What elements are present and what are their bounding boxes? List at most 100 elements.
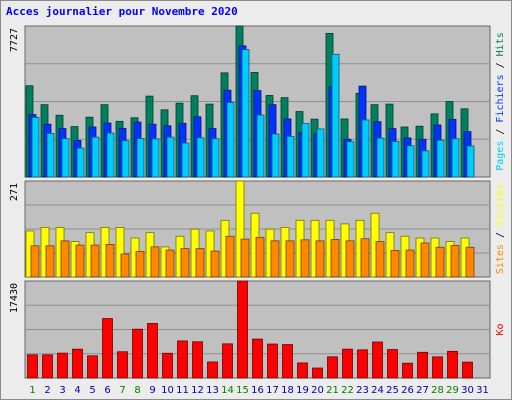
day-label-29: 29: [446, 385, 459, 396]
pages-bar-day-26: [406, 145, 415, 178]
sites-bar-day-20: [315, 240, 325, 278]
day-label-21: 21: [326, 385, 339, 396]
day-label-10: 10: [161, 385, 174, 396]
day-label-4: 4: [74, 385, 80, 396]
kb-bar-day-29: [447, 350, 458, 379]
kb-bar-day-6: [102, 318, 113, 379]
pages-bar-day-27: [421, 150, 430, 178]
kb-bar-day-24: [372, 341, 383, 379]
kb-bar-day-25: [387, 349, 398, 379]
legend-entry: Fichiers: [495, 74, 506, 122]
panel-2-legend: Sites / Visites: [495, 184, 506, 274]
day-label-9: 9: [149, 385, 155, 396]
pages-bar-day-18: [286, 135, 295, 178]
pages-bar-day-7: [121, 140, 130, 178]
sites-bar-day-2: [45, 245, 55, 278]
kb-bar-day-2: [42, 354, 53, 379]
day-label-16: 16: [251, 385, 264, 396]
pages-bar-day-13: [211, 138, 220, 178]
pages-bar-day-6: [106, 132, 115, 178]
sites-bar-day-10: [165, 249, 175, 278]
pages-bar-day-4: [76, 147, 85, 178]
pages-bar-day-30: [466, 145, 475, 178]
day-label-23: 23: [356, 385, 369, 396]
kb-bar-day-27: [417, 351, 428, 379]
sites-bar-day-4: [75, 244, 85, 278]
day-label-19: 19: [296, 385, 309, 396]
sites-bar-day-14: [225, 235, 235, 278]
pages-bar-day-5: [91, 136, 100, 178]
pages-bar-day-22: [346, 141, 355, 178]
legend-entry: Sites: [495, 244, 506, 274]
legend-entry: /: [495, 56, 506, 74]
sites-bar-day-21: [330, 239, 340, 278]
panel-2-ymax-label: 271: [9, 183, 20, 201]
legend-entry: Pages: [495, 141, 506, 171]
kb-bar-day-21: [327, 356, 338, 379]
pages-bar-day-9: [151, 138, 160, 178]
legend-entry: Ko: [495, 323, 506, 335]
kb-bar-day-30: [462, 361, 473, 379]
sites-bar-day-22: [345, 240, 355, 278]
kb-bar-day-4: [72, 348, 83, 379]
pages-bar-day-1: [31, 116, 40, 178]
kb-bar-day-20: [312, 367, 323, 379]
kb-bar-day-23: [357, 349, 368, 379]
day-label-24: 24: [371, 385, 384, 396]
sites-bar-day-11: [180, 248, 190, 278]
pages-bar-day-17: [271, 133, 280, 178]
sites-bar-day-3: [60, 240, 70, 278]
sites-bar-day-28: [435, 246, 445, 278]
pages-bar-day-24: [376, 137, 385, 178]
pages-bar-day-25: [391, 141, 400, 178]
day-label-27: 27: [416, 385, 429, 396]
kb-bar-day-10: [162, 352, 173, 379]
kb-bar-day-11: [177, 340, 188, 379]
day-label-6: 6: [104, 385, 110, 396]
day-label-20: 20: [311, 385, 324, 396]
pages-bar-day-8: [136, 138, 145, 178]
pages-bar-day-19: [301, 123, 310, 178]
kb-bar-day-8: [132, 328, 143, 379]
day-label-18: 18: [281, 385, 294, 396]
sites-bar-day-25: [390, 250, 400, 278]
kb-bar-day-15: [237, 280, 248, 379]
pages-bar-day-14: [226, 102, 235, 178]
day-label-5: 5: [89, 385, 95, 396]
day-label-13: 13: [206, 385, 219, 396]
sites-bar-day-17: [270, 240, 280, 278]
sites-bar-day-13: [210, 250, 220, 278]
sites-bar-day-5: [90, 244, 100, 278]
legend-entry: Visites: [495, 184, 506, 226]
day-label-2: 2: [44, 385, 50, 396]
day-label-31: 31: [476, 385, 489, 396]
sites-bar-day-1: [30, 245, 40, 278]
pages-bar-day-29: [451, 138, 460, 178]
pages-bar-day-21: [331, 53, 340, 178]
sites-bar-day-30: [465, 246, 475, 278]
kb-bar-day-3: [57, 352, 68, 379]
sites-bar-day-8: [135, 251, 145, 278]
kb-bar-day-1: [27, 354, 38, 379]
sites-bar-day-19: [300, 239, 310, 278]
pages-bar-day-28: [436, 139, 445, 178]
pages-bar-day-23: [361, 119, 370, 178]
kb-bar-day-16: [252, 338, 263, 379]
day-label-1: 1: [29, 385, 35, 396]
pages-bar-day-10: [166, 136, 175, 178]
kb-bar-day-12: [192, 341, 203, 379]
visits-bar-day-15: [235, 180, 245, 278]
kb-bar-day-7: [117, 351, 128, 379]
legend-entry: /: [495, 226, 506, 244]
pages-bar-day-11: [181, 142, 190, 178]
legend-entry: /: [495, 123, 506, 141]
day-label-3: 3: [59, 385, 65, 396]
day-label-28: 28: [431, 385, 444, 396]
kb-bar-day-13: [207, 361, 218, 379]
day-label-30: 30: [461, 385, 474, 396]
day-label-14: 14: [221, 385, 234, 396]
kb-bar-day-22: [342, 348, 353, 379]
day-label-15: 15: [236, 385, 249, 396]
panel-3-ymax-label: 17430: [9, 283, 20, 313]
